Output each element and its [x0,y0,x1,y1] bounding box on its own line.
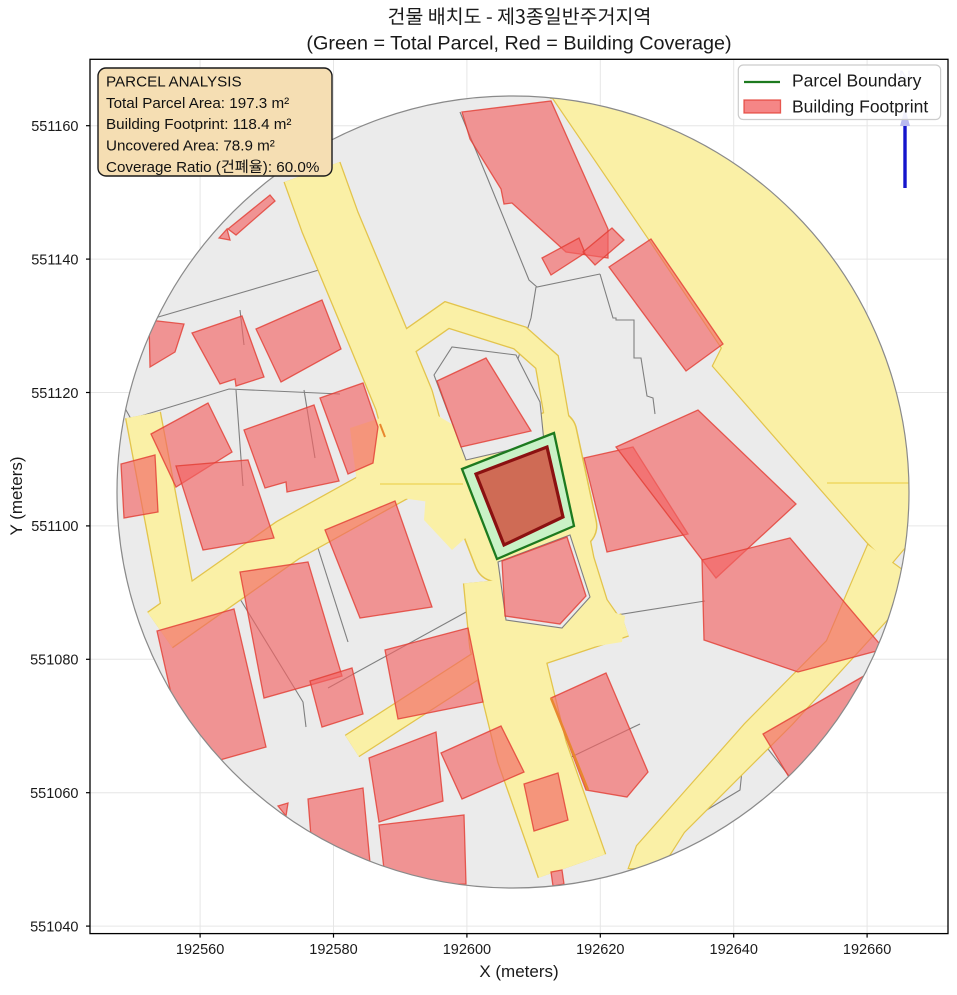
svg-text:PARCEL ANALYSIS: PARCEL ANALYSIS [106,73,242,90]
svg-text:Parcel Boundary: Parcel Boundary [792,71,922,91]
svg-text:192660: 192660 [843,942,891,958]
svg-text:551080: 551080 [30,653,78,669]
svg-text:192640: 192640 [710,942,758,958]
svg-text:Y (meters): Y (meters) [7,456,26,535]
svg-text:Building Footprint: Building Footprint [792,97,928,117]
svg-text:192580: 192580 [309,942,357,958]
svg-text:551160: 551160 [31,119,78,135]
svg-text:192600: 192600 [443,942,491,958]
svg-text:551140: 551140 [31,252,78,268]
svg-text:(Green = Total Parcel, Red = B: (Green = Total Parcel, Red = Building Co… [306,32,731,54]
svg-text:X (meters): X (meters) [479,962,558,981]
svg-text:): 60.0%: ): 60.0% [263,159,320,176]
svg-text:Uncovered Area: 78.9 m²: Uncovered Area: 78.9 m² [106,138,275,155]
svg-text:192620: 192620 [576,942,624,958]
svg-text:Total Parcel Area: 197.3 m²: Total Parcel Area: 197.3 m² [106,95,289,112]
svg-text:Building Footprint: 118.4 m²: Building Footprint: 118.4 m² [106,116,291,133]
svg-text:551060: 551060 [30,786,78,802]
svg-text:192560: 192560 [176,942,224,958]
svg-text:Coverage Ratio (: Coverage Ratio ( [106,159,221,176]
svg-text:551100: 551100 [31,519,78,535]
svg-text:551120: 551120 [31,386,78,402]
svg-text:551040: 551040 [30,919,78,935]
